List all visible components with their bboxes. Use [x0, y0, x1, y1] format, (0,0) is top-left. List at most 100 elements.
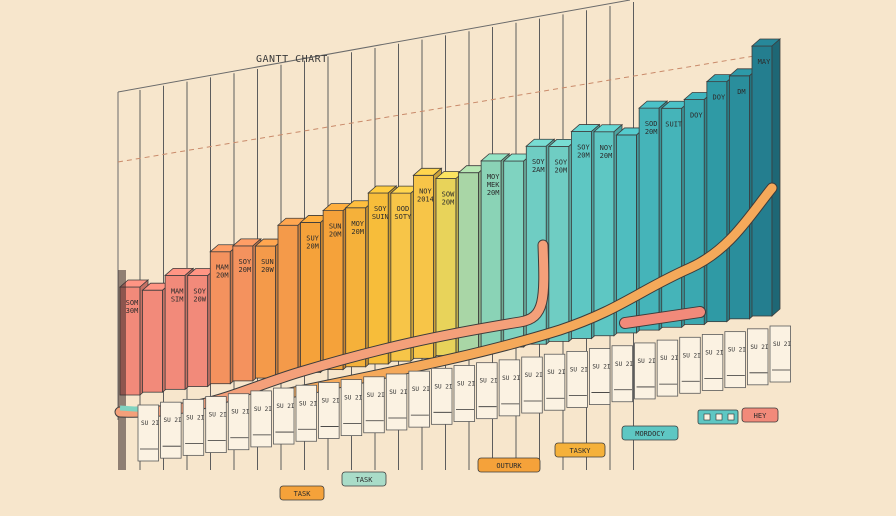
task-tag-label: TASK [294, 490, 312, 498]
base-cell [566, 350, 588, 408]
task-tag-box [279, 485, 325, 501]
base-label: SU 2I [434, 383, 452, 390]
bar-shadow [118, 270, 126, 470]
bar-label: SOY 20M [577, 144, 590, 160]
bar-front [751, 45, 773, 317]
base-cell [589, 348, 611, 405]
task-tag-box [741, 407, 779, 423]
bar-label: DM [737, 88, 745, 96]
bar-label: MOY MEK 20M [487, 173, 500, 197]
bar: MAY [750, 38, 782, 317]
ribbon-orange [275, 183, 777, 400]
base-label: SU 2I [502, 375, 520, 382]
bar-label: SOM 30M [126, 299, 139, 315]
bar-label: MAM 20M [216, 264, 229, 280]
base-label: SU 2I [660, 355, 678, 362]
task-tag: MORDOCY [621, 425, 679, 441]
base-label: SU 2I [480, 378, 498, 385]
bar-front [277, 224, 299, 376]
task-tag-box [477, 457, 541, 473]
base-label: SU 2I [547, 369, 565, 376]
bar-label: SUN 20M [329, 223, 342, 239]
base-cell [747, 328, 769, 386]
base-label: SU 2I [141, 420, 159, 427]
base-cell [340, 379, 363, 437]
base-cell [724, 331, 746, 389]
task-tag: HEY [741, 407, 779, 423]
bar-front [571, 131, 592, 339]
bar-front [683, 99, 705, 325]
bar-label: MAM SIM [171, 287, 184, 303]
bar-side [771, 38, 781, 317]
bar-label: SOY SUIN [372, 205, 389, 221]
base-label: SU 2I [412, 386, 430, 393]
base-label: SU 2I [367, 392, 385, 399]
bar-label: DOY [690, 111, 703, 119]
base-label: SU 2I [389, 389, 407, 396]
task-tag-label: HEY [754, 412, 767, 420]
bar-label: SOD 20M [645, 120, 658, 136]
bar: SOW 20M [434, 170, 466, 357]
task-tag-label: MORDOCY [635, 430, 665, 438]
base-cell [611, 345, 633, 403]
base-cell [227, 393, 250, 451]
task-tag: TASKY [554, 442, 606, 458]
bar-label: MOY 20M [351, 220, 364, 236]
base-label: SU 2I [773, 341, 791, 348]
chart-title: GANTT CHART [256, 54, 328, 65]
bar-label: OOD SOTY [394, 205, 412, 221]
bar-label: SOY 20W [193, 288, 206, 304]
task-tag: TASK [279, 485, 325, 501]
base-label: SU 2I [231, 409, 249, 416]
task-tag-box [554, 442, 606, 458]
bar-label: MAY [758, 58, 771, 66]
base-cell [363, 376, 385, 434]
task-tags: TASK TASK OUTURK TASKY MORDOCY HEY [279, 407, 779, 501]
base-label: SU 2I [457, 381, 475, 388]
base-cell [408, 370, 430, 428]
bar-label: SOW 20M [442, 191, 455, 207]
base-label: SU 2I [750, 344, 768, 351]
dashed-guide-line [117, 54, 761, 163]
base-label: SU 2I [615, 361, 633, 368]
base-label: SU 2I [683, 352, 701, 359]
base-cell [205, 396, 227, 453]
task-tag-label: TASK [356, 476, 374, 484]
task-tag-box [341, 471, 387, 487]
base-cell [431, 367, 453, 425]
base-cell [295, 384, 317, 442]
bar-front [729, 75, 750, 320]
base-label: SU 2I [728, 347, 746, 354]
task-tag-label: TASKY [569, 447, 591, 455]
base-label: SU 2I [570, 366, 588, 373]
base-cell [182, 398, 205, 456]
bar-label: NOY 20M [600, 144, 613, 160]
bar-front [548, 145, 570, 342]
base-cell [498, 359, 521, 417]
base-row: SU 2I SU 2I SU 2I SU 2I SU 2I SU 2I SU 2I SU 2I… [137, 325, 791, 462]
bar-label: SUIT [665, 120, 683, 128]
top-axis-line [117, 0, 631, 93]
base-label: SU 2I [525, 372, 543, 379]
base-label: SU 2I [592, 364, 610, 371]
task-tag-box [621, 425, 679, 441]
base-label: SU 2I [164, 417, 182, 424]
base-label: SU 2I [186, 414, 204, 421]
base-cell [318, 382, 340, 439]
base-cell [273, 387, 295, 445]
base-label: SU 2I [254, 406, 272, 413]
base-cell [701, 334, 724, 391]
bar-front [142, 289, 163, 393]
bar-label: SOY 2AM [532, 158, 545, 174]
bar-label: SOY 20M [239, 258, 252, 274]
base-cell [769, 325, 791, 383]
base-cell [679, 336, 701, 394]
base-label: SU 2I [705, 349, 723, 356]
base-cell [476, 362, 498, 420]
base-label: SU 2I [322, 397, 340, 404]
base-cell [634, 342, 656, 400]
base-cell [385, 373, 408, 431]
base-label: SU 2I [276, 403, 294, 410]
